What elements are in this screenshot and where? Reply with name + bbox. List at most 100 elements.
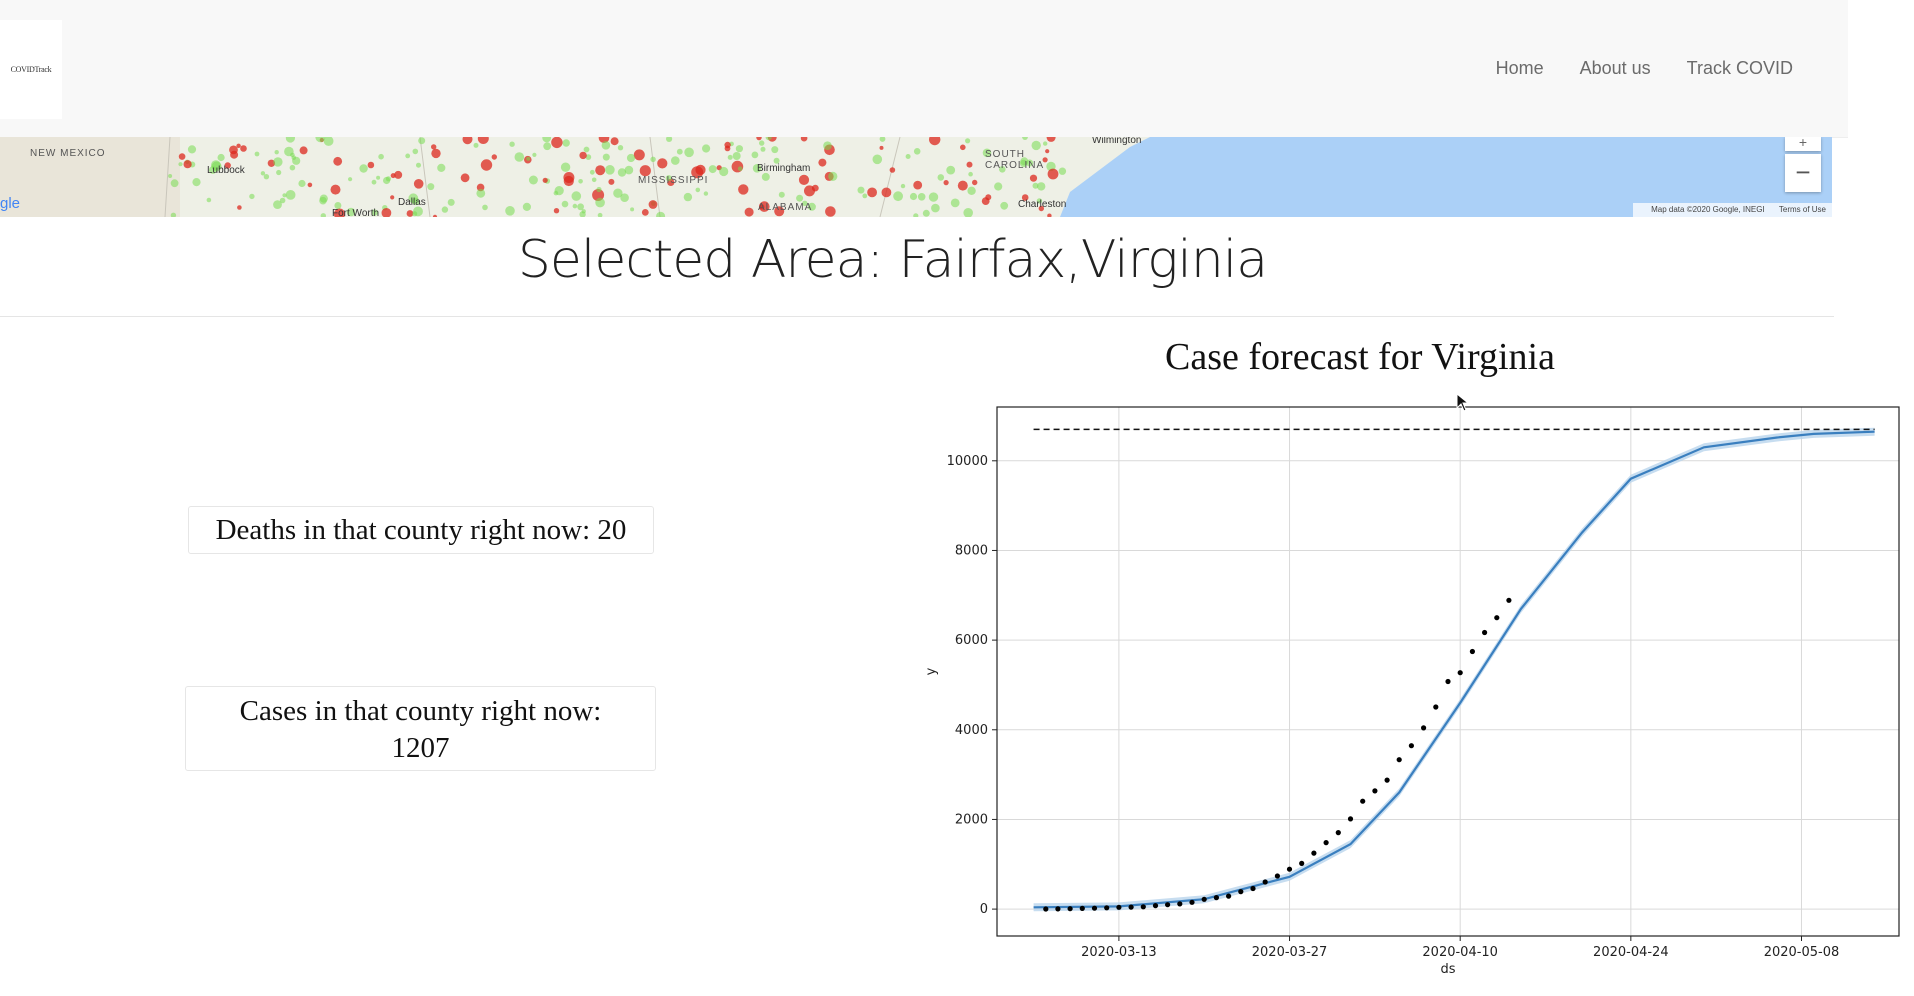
map-case-dot	[744, 207, 754, 217]
map-terms-link[interactable]: Terms of Use	[1778, 205, 1826, 214]
map-case-dot	[828, 171, 838, 181]
map-case-dot	[879, 137, 886, 142]
x-tick-label: 2020-04-10	[1422, 945, 1498, 960]
chart-title: Case forecast for Virginia	[1165, 336, 1555, 378]
map-case-dot	[823, 141, 832, 150]
map-case-dot	[381, 208, 392, 217]
map-case-dot	[765, 137, 772, 141]
y-tick-label: 6000	[955, 633, 988, 648]
y-tick-label: 2000	[955, 812, 988, 827]
map-case-dot	[773, 157, 780, 164]
map-case-dot	[170, 179, 179, 188]
google-logo[interactable]: gle	[0, 195, 21, 212]
map-case-dot	[1038, 205, 1045, 212]
map-case-dot	[217, 153, 225, 162]
observed-point	[1201, 896, 1207, 902]
map-case-dot	[413, 179, 424, 189]
map-case-dot	[1019, 159, 1028, 168]
observed-point	[1433, 704, 1439, 710]
map-case-dot	[737, 166, 743, 171]
map-case-dot	[639, 165, 651, 177]
map-case-dot	[900, 183, 906, 189]
map-case-dot	[579, 151, 587, 160]
map-case-dot	[418, 137, 426, 145]
cases-label: Cases in that county right now:	[239, 695, 602, 727]
logo[interactable]: COVIDTrack	[0, 20, 62, 119]
map-case-dot	[551, 137, 563, 149]
map-case-dot	[702, 144, 711, 153]
map-case-dot	[543, 142, 552, 151]
map-case-dot	[872, 154, 883, 165]
map-case-dot	[1037, 182, 1046, 191]
map-case-dot	[432, 214, 438, 217]
y-tick-label: 0	[980, 902, 988, 917]
map-case-dot	[778, 191, 785, 198]
map-case-dot	[412, 148, 419, 155]
map-case-dot	[913, 213, 919, 217]
map-case-dot	[585, 154, 592, 160]
map-city-charleston: Charleston	[1018, 199, 1067, 210]
map-case-dot	[284, 146, 294, 157]
map-case-dot	[946, 165, 956, 175]
map-case-dot	[263, 174, 270, 180]
map-case-dot	[596, 186, 602, 193]
observed-point	[1506, 597, 1512, 603]
map-canvas[interactable]	[0, 137, 1832, 217]
map-case-dot	[509, 141, 515, 147]
map-case-dot	[731, 160, 744, 173]
observed-point	[1372, 788, 1378, 794]
nav-about-link[interactable]: About us	[1579, 58, 1651, 78]
map-case-dot	[967, 186, 976, 195]
map-case-dot	[254, 151, 260, 157]
map-zoom-in-button[interactable]: +	[1785, 137, 1821, 151]
map-case-dot	[427, 183, 435, 191]
map-case-dot	[371, 209, 378, 216]
cases-value: 1207	[391, 732, 450, 764]
forecast-chart: 2020-03-13 2020-03-27 2020-04-10 2020-04-24…	[924, 406, 1900, 977]
map-case-dot	[1042, 157, 1048, 163]
map-case-dot	[406, 210, 414, 217]
observed-point	[1165, 902, 1171, 908]
map-case-dot	[602, 153, 610, 161]
map-city-lubbock: Lubbock	[207, 165, 245, 176]
map-case-dot	[441, 206, 449, 213]
observed-point	[1469, 648, 1475, 655]
chart-grid	[997, 407, 1899, 936]
map-case-dot	[553, 190, 559, 196]
map-case-dot	[405, 153, 411, 159]
map-case-dot	[922, 209, 930, 217]
map-case-dot	[1029, 174, 1038, 182]
map-label-south-carolina: SOUTH CAROLINA	[985, 149, 1045, 171]
map-case-dot	[412, 211, 418, 217]
map-case-dot	[589, 169, 595, 175]
map-case-dot	[591, 177, 597, 183]
observed-point	[1384, 777, 1390, 783]
map-case-dot	[608, 178, 615, 185]
map[interactable]: NEW MEXICO MISSISSIPPI ALABAMA SOUTH CAR…	[0, 137, 1832, 217]
map-case-dot	[825, 206, 836, 217]
map-case-dot	[285, 137, 295, 143]
nav-track-covid-link[interactable]: Track COVID	[1686, 58, 1793, 78]
divider	[0, 316, 1834, 317]
nav-home-link[interactable]: Home	[1495, 58, 1544, 78]
map-case-dot	[298, 179, 306, 188]
map-case-dot	[862, 193, 868, 199]
map-case-dot	[1058, 167, 1067, 175]
map-case-dot	[595, 165, 606, 176]
observed-point	[1286, 866, 1293, 872]
map-case-dot	[759, 204, 765, 210]
map-case-dot	[605, 165, 615, 175]
map-case-dot	[957, 180, 968, 191]
selected-area-title: Selected Area: Fairfax,Virginia	[517, 230, 1268, 290]
map-case-dot	[249, 193, 255, 200]
map-case-dot	[905, 154, 911, 159]
map-case-dot	[211, 160, 221, 170]
map-case-dot	[473, 142, 479, 148]
map-case-dot	[796, 194, 804, 202]
map-case-dot	[561, 200, 569, 208]
map-case-dot	[437, 163, 446, 172]
y-tick-label: 4000	[955, 723, 988, 738]
map-zoom-out-button[interactable]: −	[1785, 154, 1821, 192]
map-case-dot	[774, 206, 785, 217]
nav-links: Home About us Track COVID	[1496, 58, 1793, 79]
